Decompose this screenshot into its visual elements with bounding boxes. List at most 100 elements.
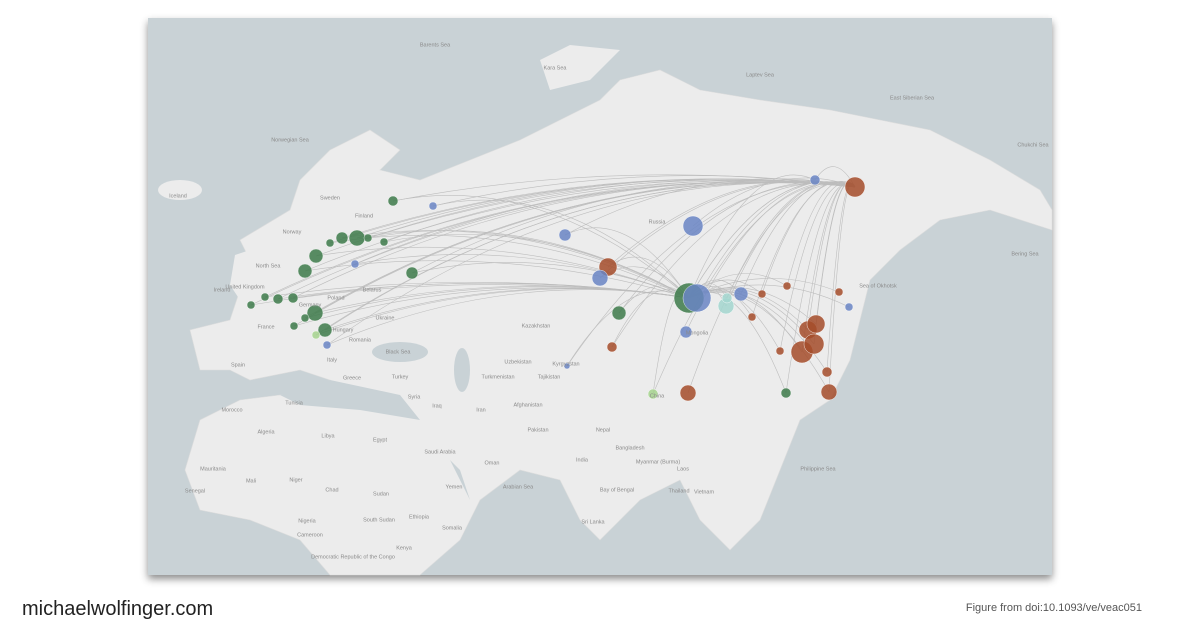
- sample-site: [682, 283, 712, 313]
- sample-site: [335, 231, 349, 245]
- map-label: Ethiopia: [409, 514, 430, 520]
- sample-site: [679, 325, 693, 339]
- sample-site: [308, 248, 324, 264]
- map-label: Saudi Arabia: [424, 449, 456, 455]
- sample-site: [780, 387, 792, 399]
- link: [354, 254, 690, 299]
- map-label: Bangladesh: [615, 445, 644, 451]
- map-label: North Sea: [256, 263, 282, 269]
- map-label: Iran: [476, 407, 485, 413]
- sample-site: [317, 322, 333, 338]
- link: [329, 234, 690, 299]
- sample-site: [647, 388, 659, 400]
- map-label: Niger: [289, 477, 302, 483]
- map-label: Bay of Bengal: [600, 487, 634, 493]
- map-label: China: [650, 393, 665, 399]
- map-label: Kara Sea: [544, 65, 568, 71]
- sample-site: [757, 289, 767, 299]
- sample-site: [591, 269, 609, 287]
- mediterranean: [280, 380, 420, 420]
- map-label: Belarus: [363, 287, 382, 293]
- sample-site: [721, 292, 733, 304]
- sample-site: [428, 201, 438, 211]
- map-label: Cameroon: [297, 532, 323, 538]
- map-label: Iceland: [169, 193, 187, 199]
- map-label: Italy: [327, 357, 337, 363]
- island: [812, 300, 852, 400]
- link: [392, 174, 856, 202]
- map-label: Somalia: [442, 525, 463, 531]
- link: [326, 182, 856, 346]
- map-label: Chukchi Sea: [1017, 142, 1049, 148]
- sample-site: [260, 292, 270, 302]
- map-label: Vietnam: [694, 489, 714, 495]
- sample-site: [558, 228, 572, 242]
- sample-site: [272, 293, 284, 305]
- sample-site: [300, 313, 310, 323]
- map-label: Ireland: [214, 287, 231, 293]
- map-label: Senegal: [185, 488, 205, 494]
- link: [618, 181, 856, 314]
- map-label: Sri Lanka: [581, 519, 605, 525]
- map-label: Kyrgyzstan: [552, 361, 579, 367]
- map-label: France: [257, 324, 274, 330]
- sample-site: [747, 312, 757, 322]
- map-label: Norwegian Sea: [271, 137, 310, 143]
- sample-site: [322, 340, 332, 350]
- map-label: Oman: [485, 460, 500, 466]
- map-label: Myanmar (Burma): [636, 459, 680, 465]
- map-label: Kazakhstan: [522, 323, 551, 329]
- map-label: Sea of Okhotsk: [859, 283, 897, 289]
- map-label: South Sudan: [363, 517, 395, 523]
- map-label: Tunisia: [285, 400, 303, 406]
- map-label: Hungary: [333, 327, 354, 333]
- map-label: Germany: [299, 302, 322, 308]
- sample-site: [733, 286, 749, 302]
- map-label: Democratic Republic of the Congo: [311, 554, 395, 560]
- island: [158, 180, 202, 200]
- map-label: Philippine Sea: [800, 466, 836, 472]
- sample-site: [246, 300, 256, 310]
- sample-site: [563, 362, 571, 370]
- map-label: Kenya: [396, 545, 413, 551]
- map-label: Uzbekistan: [504, 359, 531, 365]
- map-label: Afghanistan: [513, 402, 542, 408]
- sample-site: [844, 302, 854, 312]
- sample-site: [363, 233, 373, 243]
- link: [250, 181, 856, 306]
- link: [315, 246, 690, 299]
- link: [341, 230, 690, 299]
- sample-site: [803, 333, 825, 355]
- map-label: Libya: [321, 433, 335, 439]
- sample-site: [379, 237, 389, 247]
- map-label: Chad: [325, 487, 338, 493]
- samples: [246, 174, 866, 402]
- map-label: Finland: [355, 213, 373, 219]
- map-label: Turkmenistan: [481, 374, 514, 380]
- map-label: Laptev Sea: [746, 72, 775, 78]
- link: [392, 195, 690, 299]
- island: [540, 45, 620, 90]
- map-label: Nigeria: [298, 518, 316, 524]
- island: [230, 250, 255, 300]
- map-label: Romania: [349, 337, 372, 343]
- link: [356, 230, 690, 299]
- map-label: Iraq: [432, 403, 441, 409]
- map-label: Black Sea: [386, 349, 412, 355]
- map-label: Egypt: [373, 437, 388, 443]
- sample-site: [387, 195, 399, 207]
- sample-site: [350, 259, 360, 269]
- black-sea: [372, 342, 428, 362]
- map-label: Syria: [408, 394, 421, 400]
- map-label: Laos: [677, 466, 689, 472]
- sample-site: [287, 292, 299, 304]
- link: [383, 233, 690, 299]
- sample-site: [405, 266, 419, 280]
- sample-site: [679, 384, 697, 402]
- sample-site: [821, 366, 833, 378]
- map-label: Arabian Sea: [503, 484, 534, 490]
- map-label: Norway: [283, 229, 302, 235]
- map-label: United Kingdom: [225, 284, 265, 290]
- link: [688, 174, 816, 299]
